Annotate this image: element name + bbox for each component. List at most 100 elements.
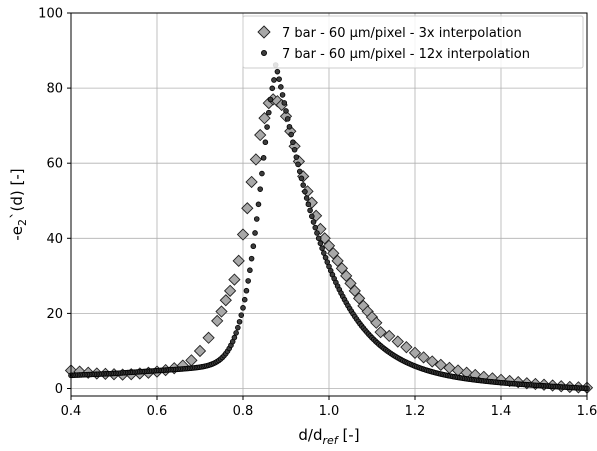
data-point-circle xyxy=(298,175,305,182)
x-axis-label-main: d/d xyxy=(298,426,322,444)
data-point-diamond xyxy=(352,292,366,305)
data-point-circle xyxy=(315,235,322,242)
y-axis-label-post: `(d) [-] xyxy=(8,168,26,219)
data-point-circle xyxy=(281,100,288,106)
y-tick-label: 100 xyxy=(38,7,63,22)
data-point-circle xyxy=(271,77,277,83)
y-tick-label: 60 xyxy=(46,157,63,172)
data-point-circle xyxy=(243,287,250,294)
x-tick-label: 1.4 xyxy=(491,404,512,419)
data-point-circle xyxy=(264,124,270,130)
data-point-diamond xyxy=(322,239,336,252)
data-point-circle xyxy=(308,213,315,220)
data-point-circle xyxy=(283,108,289,114)
data-point-diamond xyxy=(193,344,207,358)
x-axis-label-sub: ref xyxy=(323,434,340,447)
data-point-diamond xyxy=(249,153,263,166)
y-axis-ticks: 0 20 40 60 80 100 xyxy=(38,7,71,397)
data-point-circle xyxy=(307,207,313,214)
data-point-circle xyxy=(312,224,319,231)
data-point-diamond xyxy=(370,316,383,329)
data-point-circle xyxy=(233,330,239,336)
data-point-circle xyxy=(252,230,258,236)
data-point-circle xyxy=(279,92,286,98)
data-point-diamond xyxy=(391,335,404,348)
legend-circle-marker xyxy=(260,50,267,57)
data-point-circle xyxy=(238,312,245,318)
x-tick-label: 1.0 xyxy=(319,404,340,419)
x-tick-label: 0.6 xyxy=(147,404,168,419)
data-point-diamond xyxy=(228,273,241,286)
data-point-diamond xyxy=(335,262,349,275)
data-point-diamond xyxy=(241,202,254,215)
legend: 7 bar - 60 µm/pixel - 3x interpolation 7… xyxy=(242,15,584,69)
data-point-diamond xyxy=(236,228,250,241)
data-point-diamond xyxy=(185,354,198,367)
x-axis-ticks: 0.4 0.6 0.8 1.0 1.2 1.4 1.6 xyxy=(61,396,597,419)
y-axis-label-pre: -e xyxy=(8,226,26,241)
y-tick-label: 80 xyxy=(46,82,63,97)
data-point-circle xyxy=(296,168,303,175)
data-point-circle xyxy=(319,245,325,252)
data-point-circle xyxy=(305,201,312,208)
data-point-circle xyxy=(259,170,265,177)
x-tick-label: 1.2 xyxy=(405,404,426,419)
data-point-diamond xyxy=(344,277,357,290)
y-axis-label: -e2`(d) [-] xyxy=(8,168,29,240)
data-point-diamond xyxy=(374,326,387,339)
x-tick-label: 0.4 xyxy=(61,404,82,419)
data-point-diamond xyxy=(383,329,396,343)
data-point-circle xyxy=(314,230,320,236)
y-tick-label: 40 xyxy=(46,232,63,247)
data-point-circle xyxy=(278,84,284,90)
x-axis-label: d/dref [-] xyxy=(298,426,359,447)
data-point-circle xyxy=(248,255,255,262)
data-point-diamond xyxy=(426,355,439,368)
data-point-circle xyxy=(231,334,238,341)
data-point-circle xyxy=(274,68,281,75)
data-point-circle xyxy=(265,109,272,116)
data-point-circle xyxy=(260,50,267,57)
data-point-circle xyxy=(269,85,276,92)
data-point-circle xyxy=(303,195,310,201)
data-point-diamond xyxy=(232,254,245,267)
data-point-diamond xyxy=(202,331,215,344)
y-tick-label: 20 xyxy=(46,307,63,322)
data-point-diamond xyxy=(331,254,344,267)
data-point-diamond xyxy=(327,247,340,260)
data-point-circle xyxy=(300,182,307,188)
data-point-diamond xyxy=(219,294,232,307)
grid xyxy=(70,12,588,396)
data-point-circle xyxy=(255,201,262,208)
legend-label-3x: 7 bar - 60 µm/pixel - 3x interpolation xyxy=(282,26,522,41)
x-tick-label: 0.8 xyxy=(233,404,254,419)
data-point-circle xyxy=(321,250,327,256)
data-point-diamond xyxy=(254,128,267,142)
legend-diamond-marker xyxy=(257,25,271,39)
data-point-circle xyxy=(317,240,324,247)
data-point-circle xyxy=(241,296,248,303)
data-point-diamond xyxy=(223,284,237,297)
data-point-circle xyxy=(235,324,241,331)
data-point-circle xyxy=(286,123,293,130)
data-point-circle xyxy=(245,278,251,284)
series-12x-interpolation xyxy=(68,62,590,392)
data-point-diamond xyxy=(400,341,413,354)
data-point-circle xyxy=(253,216,260,222)
data-point-circle xyxy=(276,76,282,82)
y-tick-label: 0 xyxy=(55,382,63,397)
data-point-diamond xyxy=(340,269,353,282)
data-point-circle xyxy=(250,243,257,250)
data-point-circle xyxy=(302,188,308,195)
data-point-circle xyxy=(288,131,294,138)
x-tick-label: 1.6 xyxy=(577,404,597,419)
x-axis-label-unit: [-] xyxy=(338,426,360,444)
data-point-circle xyxy=(290,139,296,146)
data-point-diamond xyxy=(408,346,422,359)
legend-label-12x: 7 bar - 60 µm/pixel - 12x interpolation xyxy=(282,47,530,62)
data-point-circle xyxy=(267,96,274,103)
legend-box xyxy=(242,15,584,69)
data-point-diamond xyxy=(211,314,224,328)
data-point-circle xyxy=(295,161,301,168)
